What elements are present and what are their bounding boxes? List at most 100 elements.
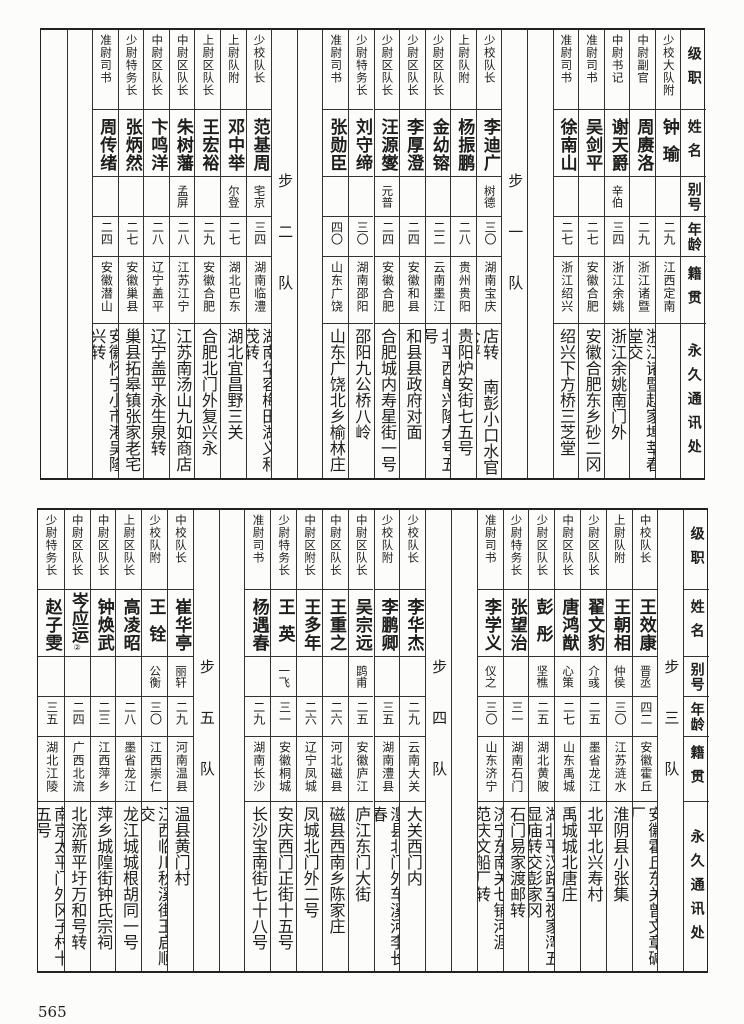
rank-cell: 准尉司书: [477, 510, 503, 590]
name-cell: 徐南山: [553, 110, 579, 177]
address-text: 巢县拓皋镇张家老宅: [122, 328, 142, 472]
name-cell: 朱树藩: [169, 110, 195, 177]
native-cell: 湖北黄陂: [529, 737, 555, 802]
alias-cell: [400, 177, 425, 217]
alias-text: 介彧: [586, 665, 601, 688]
age-text: 二七: [124, 221, 139, 245]
rank-cell: 少校队长: [400, 510, 426, 590]
address-text: 北流新平圩万和号转: [68, 806, 88, 950]
roster-row: 少尉区队长 李厚澄 二四 安徽和县 和县县政府对面: [399, 30, 425, 478]
alias-cell: [195, 177, 221, 217]
rank-text: 准尉司书: [99, 34, 114, 84]
alias-cell: 元普: [374, 177, 400, 217]
age-cell: 四〇: [323, 217, 348, 257]
native-text: 湖南宝庆: [482, 261, 497, 313]
address-text: 淮阴县小张集: [610, 806, 630, 902]
name-cell: 张炳然: [118, 110, 144, 177]
name-cell: 杨振鹏: [451, 110, 476, 177]
name-text: 金幼镕: [428, 118, 449, 172]
native-cell: 浙江绍兴: [553, 257, 579, 324]
alias-cell: [655, 177, 681, 217]
address-cell: 石门易家渡邮转: [504, 802, 529, 975]
address-text: 龙江城城根胡同一号: [120, 806, 140, 950]
native-cell: 江西定南: [655, 257, 681, 324]
rank-cell: 少尉特务长: [503, 510, 529, 590]
name-cell: 汪源燮: [374, 110, 400, 177]
roster-row: 少尉特务长 张望治 三一 湖南石门 石门易家渡邮转: [502, 510, 529, 971]
native-cell: 湖南临澧: [246, 257, 272, 324]
name-text: 汪源燮: [377, 118, 398, 172]
rank-cell: 少校队附: [142, 510, 168, 590]
rank-cell: 上尉队附: [221, 30, 246, 110]
alias-cell: [144, 177, 169, 217]
roster-row: 少尉特务长 王英 一飞 三一 安徽桐城 安庆西门正街十五号: [270, 510, 297, 971]
native-cell: 安徽合肥: [374, 257, 400, 324]
age-cell: 三四: [604, 217, 630, 257]
roster-row: 准尉司书 杨遇春 二九 湖南长沙 长沙宝南街七十八号: [244, 510, 271, 971]
alias-cell: 介彧: [580, 657, 606, 697]
name-text: 张炳然: [121, 118, 142, 172]
rank-cell: 中尉区队长: [64, 510, 90, 590]
native-text: 山东广饶: [329, 261, 344, 313]
age-cell: 二八: [116, 697, 142, 737]
native-cell: 河北磁县: [322, 737, 348, 802]
age-cell: 二四: [64, 697, 90, 737]
address-cell: 绍兴下方桥三芝堂: [554, 324, 579, 482]
native-cell: 湖北江陵: [38, 737, 64, 802]
address-text: 江苏南汤山九如商店: [173, 328, 193, 472]
native-text: 湖南邵阳: [355, 261, 370, 313]
native-text: 贵州贵阳: [457, 261, 472, 313]
alias-cell: 树德: [476, 177, 502, 217]
native-cell: 安徽巢县: [118, 257, 144, 324]
roster-row: 少尉区队长 汪源燮 元普 二四 安徽合肥 合肥城内寿星街一号: [373, 30, 400, 478]
header-label: 年龄: [685, 221, 702, 252]
native-cell: 湖南宝庆: [476, 257, 502, 324]
age-cell: 三〇: [477, 697, 503, 737]
name-text: 杨遇春: [248, 598, 269, 652]
address-text: 浙江余姚南门外: [608, 328, 628, 440]
native-text: 云南墨江: [431, 261, 446, 313]
address-cell: 北平北兴寿村: [581, 802, 606, 975]
age-cell: 三五: [374, 697, 400, 737]
name-text: 徐南山: [556, 118, 577, 172]
native-text: 浙江诸暨: [636, 261, 651, 313]
rank-text: 少尉区队长: [405, 34, 420, 97]
rank-text: 少尉特务长: [509, 514, 524, 577]
native-cell: 辽宁盖平: [144, 257, 169, 324]
age-cell: 二九: [655, 217, 681, 257]
blank-column: [296, 30, 323, 478]
native-text: 安徽庐江: [354, 741, 369, 793]
header-label: 级职: [685, 45, 702, 94]
name-text: 钟焕武: [93, 598, 114, 652]
alias-cell: 鹍甫: [348, 657, 374, 697]
name-text: 王铨: [145, 598, 166, 652]
name-cell: 金幼镕: [425, 110, 451, 177]
native-cell: 湖南石门: [503, 737, 529, 802]
rank-text: 中尉区队长: [328, 514, 343, 577]
native-text: 安徽桐城: [277, 741, 292, 793]
age-cell: 二八: [144, 217, 169, 257]
address-text: 贵阳炉安街七五号: [454, 328, 474, 456]
age-cell: 三〇: [348, 217, 374, 257]
name-text: 谢天爵: [607, 118, 628, 172]
alias-text: 仪之: [483, 665, 498, 688]
native-cell: 辽宁凤城: [297, 737, 322, 802]
native-cell: 江西崇仁: [142, 737, 168, 802]
team-label: 步三队: [662, 659, 681, 812]
header-label: 姓名: [688, 599, 705, 647]
blank-column: [41, 30, 67, 478]
rank-text: 上尉队附: [457, 34, 472, 84]
rank-cell: 中尉区附长: [297, 510, 322, 590]
address-text: 江西临川秋溪街王启顺交: [142, 806, 168, 966]
address-cell: 浙江诸暨赵家埠莘春堂交: [630, 324, 655, 482]
name-cell: 王英: [271, 590, 297, 657]
age-cell: 二七: [553, 217, 579, 257]
native-text: 浙江绍兴: [559, 261, 574, 313]
alias-cell: [348, 177, 374, 217]
native-text: 湖南澧县: [380, 741, 395, 793]
native-cell: 安徽合肥: [195, 257, 221, 324]
native-cell: 山东禹城: [555, 737, 580, 802]
alias-text: 孟屏: [175, 185, 190, 208]
address-cell: 北平西单兴隆大号五号: [426, 324, 451, 482]
roster-row: 中尉区队长 王重之 二六 河北磁县 磁县西南乡陈家庄: [321, 510, 348, 971]
